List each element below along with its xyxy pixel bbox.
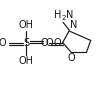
Text: 2: 2 <box>61 15 65 21</box>
Text: S: S <box>23 38 29 48</box>
Text: O: O <box>68 53 75 63</box>
Text: O: O <box>45 38 53 48</box>
Text: O: O <box>54 38 62 48</box>
Text: O: O <box>0 38 6 48</box>
Text: OH: OH <box>19 56 34 66</box>
Text: OH: OH <box>19 20 34 30</box>
Text: H: H <box>54 10 61 20</box>
Text: N: N <box>70 20 78 30</box>
Text: N: N <box>66 10 74 20</box>
Text: O: O <box>40 38 48 48</box>
